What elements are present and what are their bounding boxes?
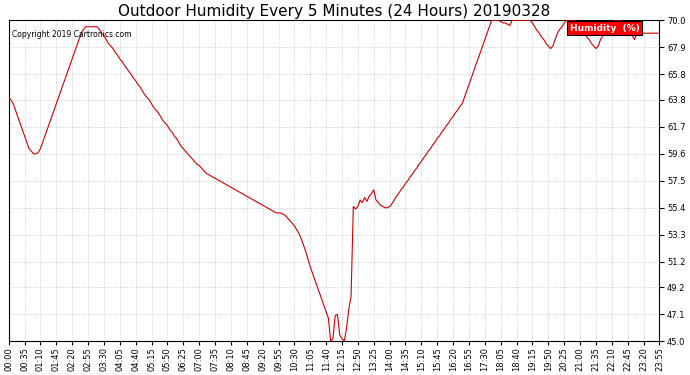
Text: Humidity  (%): Humidity (%) xyxy=(570,24,640,33)
Title: Outdoor Humidity Every 5 Minutes (24 Hours) 20190328: Outdoor Humidity Every 5 Minutes (24 Hou… xyxy=(118,4,550,19)
Text: Copyright 2019 Cartronics.com: Copyright 2019 Cartronics.com xyxy=(12,30,131,39)
